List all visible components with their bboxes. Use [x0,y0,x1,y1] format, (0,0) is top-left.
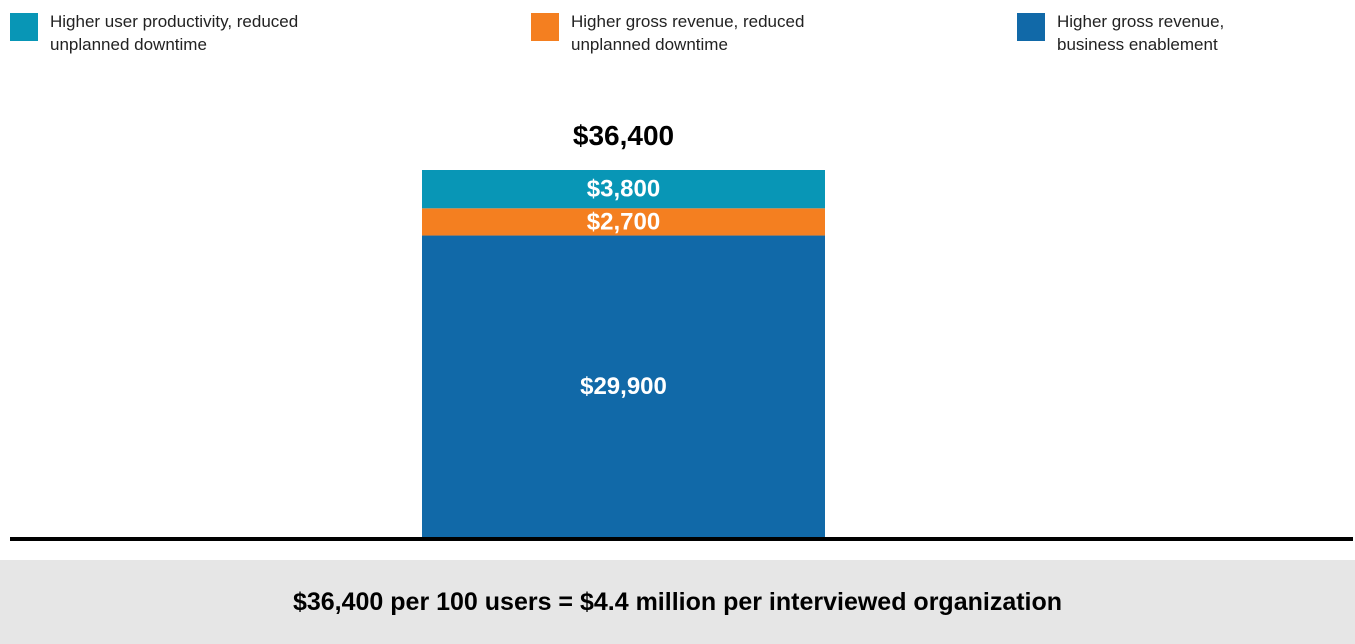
legend-label: Higher gross revenue, reduced unplanned … [571,12,805,54]
bar-segment-2 [422,170,825,209]
bar-segments: $29,900 $2,700 $3,800 [422,170,825,538]
legend-label: Higher user productivity, reduced unplan… [50,12,299,54]
legend-item-business-enablement: Higher gross revenue, business enablemen… [1017,10,1224,56]
legend-label: Higher gross revenue, business enablemen… [1057,12,1225,54]
stacked-bar-chart: $29,900 $2,700 $3,800 $36,400 [10,120,1353,541]
bar-segment-1 [422,208,825,236]
bar-segment-0 [422,235,825,538]
legend-item-user-productivity: Higher user productivity, reduced unplan… [10,10,298,56]
bar-segment-label-0: $29,900 [580,373,667,400]
bar-segment-label-2: $3,800 [587,176,660,203]
footer-summary-band: $36,400 per 100 users = $4.4 million per… [0,560,1355,644]
legend-swatch-teal [10,13,38,41]
bar-segment-label-1: $2,700 [587,208,660,235]
legend-item-gross-revenue-downtime: Higher gross revenue, reduced unplanned … [531,10,804,56]
legend-swatch-blue [1017,13,1045,41]
legend-swatch-orange [531,13,559,41]
footer-summary-text: $36,400 per 100 users = $4.4 million per… [292,587,1063,616]
bar-total-label: $36,400 [573,120,674,151]
